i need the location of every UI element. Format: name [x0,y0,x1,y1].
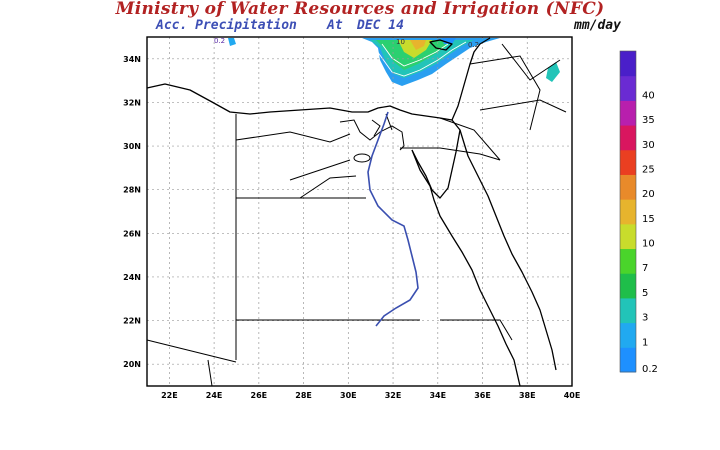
lat-tick-label: 26N [123,229,141,238]
lon-tick-label: 30E [340,391,357,400]
colorbar-label: 15 [642,214,655,225]
colorbar-label: 35 [642,115,655,126]
contour-label: 0.2 [214,37,225,45]
lon-tick-label: 26E [251,391,268,400]
borders [146,43,567,387]
lon-tick-label: 38E [519,391,536,400]
contour-label: 10 [396,38,405,46]
contour-lines [371,41,467,77]
colorbar-swatch [620,248,636,274]
colorbar-swatch [620,297,636,324]
colorbar-swatch [620,223,636,250]
colorbar-label: 20 [642,189,655,200]
lon-tick-label: 28E [295,391,312,400]
colorbar-label: 40 [642,90,655,101]
lat-tick-label: 20N [123,360,141,369]
colorbar-swatch [620,75,636,101]
lat-tick-label: 30N [123,142,141,151]
lat-tick-label: 22N [123,317,141,326]
colorbar-label: 1 [642,337,648,348]
colorbar-label: 0.2 [642,364,658,375]
colorbar-swatch [620,125,636,151]
product-label: Acc. Precipitation [156,18,297,33]
nile-river [367,111,419,327]
lat-tick-label: 28N [123,186,141,195]
colorbar-swatch [620,51,636,77]
units-label: mm/day [574,18,621,33]
colorbar-swatch [620,322,636,348]
colorbar-label: 5 [642,288,648,299]
qarun-lake [353,153,371,163]
colorbar-swatch [620,347,636,373]
colorbar-frame [619,50,637,373]
lon-tick-label: 36E [474,391,491,400]
colorbar-label: 25 [642,164,655,175]
colorbar-label: 3 [642,313,648,324]
lon-tick-label: 40E [564,391,581,400]
at-label: At [327,18,343,33]
latitude-axis: 34N 32N 30N 28N 26N 24N 22N 20N [123,55,141,369]
contour-label: 0.2 [468,41,479,49]
lat-tick-label: 34N [123,55,141,64]
lon-tick-label: 22E [161,391,178,400]
map-frame [146,36,573,387]
gridlines [147,37,572,386]
colorbar-label: 7 [642,263,648,274]
longitude-axis: 22E 24E 26E 28E 30E 32E 34E 36E 38E 40E [161,391,580,400]
colorbar-label: 10 [642,239,655,250]
lon-tick-label: 32E [385,391,402,400]
precip-shading [228,38,560,86]
lon-tick-label: 34E [429,391,446,400]
colorbar-swatch [620,199,636,225]
date-label: DEC 14 [357,18,404,33]
lat-tick-label: 32N [123,98,141,107]
colorbar-swatch [620,273,636,299]
lat-tick-label: 24N [123,273,141,282]
colorbar-swatch [620,174,636,200]
page-title: Ministry of Water Resources and Irrigati… [115,0,605,19]
lon-tick-label: 24E [206,391,223,400]
coastlines [146,37,557,387]
colorbar-label: 30 [642,140,655,151]
colorbar-swatch [620,100,636,126]
colorbar-swatch [620,149,636,175]
